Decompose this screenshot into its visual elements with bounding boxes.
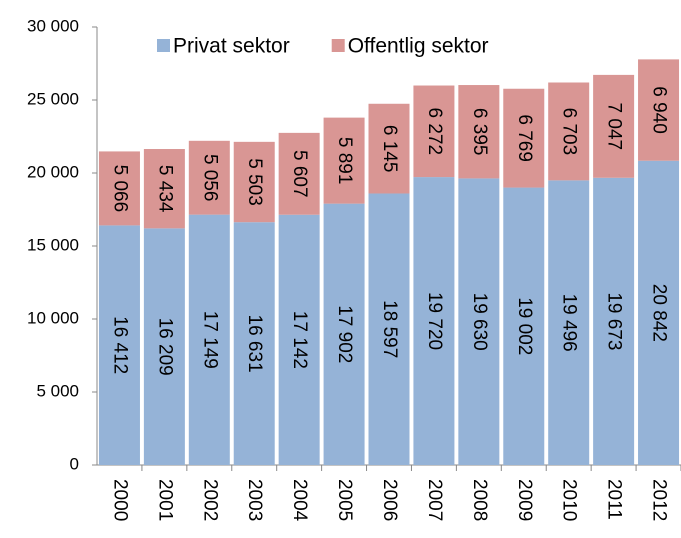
data-label: 17 902 — [334, 305, 355, 363]
data-label: 19 630 — [469, 293, 490, 351]
data-label: 17 149 — [199, 311, 220, 369]
x-tick-label: 2006 — [379, 479, 400, 521]
bar-segment — [98, 151, 140, 226]
x-tick-label: 2001 — [154, 479, 175, 521]
bar-segment — [458, 85, 500, 179]
y-tick-label: 25 000 — [27, 89, 79, 108]
bar-segment — [593, 177, 635, 465]
data-label: 19 673 — [604, 292, 625, 350]
bar-segment — [188, 140, 230, 215]
data-label: 16 209 — [154, 318, 175, 376]
bar-segment — [143, 228, 185, 465]
bar-segment — [503, 88, 545, 188]
bar-segment — [278, 214, 320, 465]
data-label: 19 002 — [514, 297, 535, 355]
bar-segment — [413, 85, 455, 178]
data-label: 5 056 — [199, 154, 220, 202]
bar-segment — [593, 74, 635, 178]
data-label: 6 395 — [469, 108, 490, 156]
data-label: 6 145 — [379, 125, 400, 173]
y-tick-label: 20 000 — [27, 162, 79, 181]
x-tick-label: 2002 — [199, 479, 220, 521]
data-label: 16 412 — [109, 316, 130, 374]
data-label: 5 891 — [334, 137, 355, 185]
bar-segment — [638, 59, 680, 161]
legend-swatch — [157, 39, 170, 52]
bar-segment — [368, 193, 410, 465]
bar-segment — [548, 82, 590, 181]
bar-segment — [323, 203, 365, 465]
data-label: 5 434 — [154, 165, 175, 213]
legend-label: Offentlig sektor — [348, 35, 489, 58]
x-tick-label: 2007 — [424, 479, 445, 521]
y-tick-label: 0 — [70, 454, 79, 473]
bar-segment — [413, 177, 455, 465]
y-tick-label: 10 000 — [27, 308, 79, 327]
data-label: 6 703 — [559, 108, 580, 156]
x-tick-label: 2010 — [559, 479, 580, 521]
bar-segment — [233, 141, 275, 223]
data-label: 18 597 — [379, 300, 400, 358]
data-label: 5 503 — [244, 158, 265, 206]
x-tick-label: 2003 — [244, 479, 265, 521]
data-label: 20 842 — [649, 284, 670, 342]
bar-segment — [368, 103, 410, 194]
bar-segment — [143, 149, 185, 229]
bar-segment — [323, 117, 365, 204]
x-tick-label: 2008 — [469, 479, 490, 521]
x-tick-label: 2004 — [289, 479, 310, 522]
data-label: 5 066 — [109, 165, 130, 213]
bar-segment — [503, 187, 545, 465]
data-label: 6 940 — [649, 86, 670, 134]
x-tick-label: 2005 — [334, 479, 355, 521]
data-label: 6 769 — [514, 114, 535, 162]
data-label: 5 607 — [289, 150, 310, 198]
bar-segment — [233, 222, 275, 465]
bar-segment — [278, 132, 320, 215]
bar-segment — [188, 214, 230, 465]
bar-segment — [548, 180, 590, 465]
x-tick-label: 2009 — [514, 479, 535, 521]
y-tick-label: 15 000 — [27, 235, 79, 254]
data-label: 17 142 — [289, 311, 310, 369]
x-tick-label: 2012 — [649, 479, 670, 521]
legend-label: Privat sektor — [173, 35, 290, 58]
data-label: 7 047 — [604, 103, 625, 151]
bar-segment — [98, 225, 140, 465]
data-label: 16 631 — [244, 315, 265, 373]
data-label: 6 272 — [424, 108, 445, 156]
legend-swatch — [331, 39, 345, 52]
data-label: 19 496 — [559, 294, 580, 352]
y-tick-label: 5 000 — [36, 381, 79, 400]
x-tick-label: 2000 — [109, 479, 130, 521]
bar-segment — [638, 160, 680, 466]
y-tick-label: 30 000 — [27, 16, 79, 35]
x-tick-label: 2011 — [604, 479, 625, 520]
bar-segment — [458, 178, 500, 466]
data-label: 19 720 — [424, 292, 445, 350]
